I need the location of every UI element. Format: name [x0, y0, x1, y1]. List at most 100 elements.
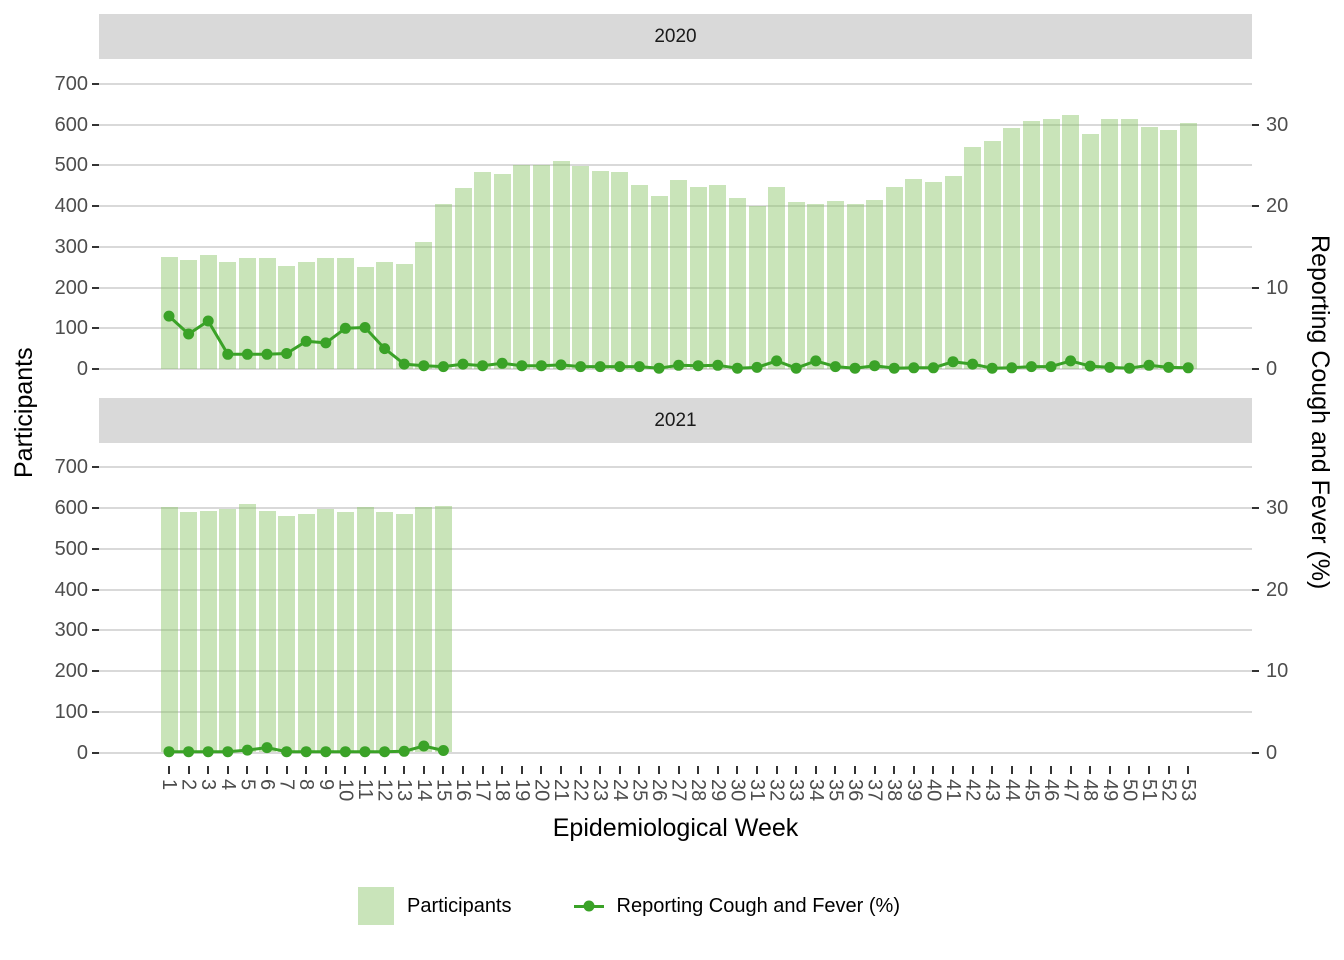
line-point-week-14: [418, 360, 430, 372]
y-axis-tick-left: [92, 286, 99, 289]
participants-bar-week-52: [1160, 129, 1178, 369]
line-point-week-33: [790, 362, 802, 374]
x-axis-tick: [1030, 766, 1033, 774]
x-axis-tick: [795, 766, 798, 774]
participants-bar-week-25: [630, 184, 648, 369]
participants-bar-week-27: [670, 179, 688, 369]
x-axis-label-week-21: 21: [550, 779, 572, 802]
x-axis-label-week-38: 38: [883, 779, 906, 802]
line-point-week-5: [241, 744, 253, 756]
x-axis-label-week-30: 30: [726, 779, 749, 802]
y-axis-tick-right: [1252, 751, 1259, 754]
participants-bar-week-10: [336, 257, 354, 369]
line-point-week-12: [379, 343, 391, 355]
participants-bar-week-18: [493, 174, 511, 369]
x-axis-tick: [814, 766, 817, 774]
x-axis-label-week-47: 47: [1059, 779, 1082, 802]
line-point-week-15: [437, 361, 449, 373]
x-axis-label-week-41: 41: [942, 779, 964, 802]
x-axis-label-week-34: 34: [804, 779, 827, 802]
x-axis-label-week-39: 39: [902, 779, 925, 802]
line-point-week-9: [320, 746, 332, 758]
line-point-week-40: [927, 362, 939, 374]
line-point-week-13: [398, 358, 410, 370]
y-axis-tick-left: [92, 327, 99, 330]
participants-bar-week-9: [317, 508, 335, 753]
legend-swatch-participants: [358, 887, 394, 925]
line-point-week-22: [575, 361, 587, 373]
gridline-y0: [99, 751, 1252, 754]
line-point-week-36: [849, 362, 861, 374]
x-axis-tick: [1069, 766, 1072, 774]
line-point-week-8: [300, 335, 312, 347]
x-axis-label-week-45: 45: [1020, 779, 1043, 802]
line-point-week-38: [888, 362, 900, 374]
x-axis-tick: [716, 766, 719, 774]
line-point-week-3: [202, 746, 214, 758]
x-axis-tick: [1128, 766, 1131, 774]
y-axis-tick-left: [92, 245, 99, 248]
participants-bar-week-20: [532, 164, 550, 369]
line-point-week-19: [516, 360, 528, 372]
x-axis-label-week-32: 32: [765, 779, 788, 802]
x-axis-label-week-2: 2: [177, 779, 200, 791]
participants-bar-week-22: [572, 165, 590, 369]
participants-bar-week-51: [1140, 126, 1158, 369]
line-point-week-26: [653, 362, 665, 374]
x-axis-label-week-44: 44: [1000, 779, 1023, 802]
x-axis-label-week-19: 19: [510, 779, 533, 802]
participants-bar-week-34: [807, 204, 825, 369]
line-point-week-16: [457, 358, 469, 370]
participants-bar-week-5: [238, 257, 256, 369]
x-axis-label-week-28: 28: [687, 779, 710, 802]
gridline-y600: [99, 507, 1252, 510]
participants-bar-week-15: [434, 204, 452, 369]
participants-bar-week-50: [1120, 119, 1138, 369]
x-axis-label-week-13: 13: [393, 779, 416, 802]
x-axis-tick: [266, 766, 268, 774]
participants-bar-week-3: [199, 254, 217, 369]
facet-strip-label-2021: 2021: [654, 409, 697, 431]
line-point-week-11: [359, 322, 371, 333]
participants-bar-week-30: [728, 197, 746, 369]
legend: Participants Reporting Cough and Fever (…: [358, 884, 900, 928]
x-axis-label-week-52: 52: [1157, 779, 1180, 802]
x-axis-tick: [893, 766, 896, 774]
line-point-week-21: [555, 359, 567, 371]
y-axis-label-right: 0: [1266, 741, 1278, 764]
y-axis-tick-left: [92, 82, 99, 85]
x-axis-label-week-14: 14: [412, 779, 435, 802]
facet-strip-2020: 2020: [99, 14, 1252, 59]
y-axis-tick-left: [92, 507, 99, 510]
participants-bar-week-38: [885, 187, 903, 369]
participants-bar-week-28: [689, 186, 707, 369]
gridline-y500: [99, 547, 1252, 550]
x-axis-label-week-51: 51: [1138, 779, 1160, 802]
x-axis-label-week-4: 4: [216, 779, 239, 791]
participants-bar-week-7: [278, 515, 296, 753]
participants-bar-week-12: [376, 512, 394, 753]
x-axis-tick: [501, 766, 504, 774]
x-axis-label-week-31: 31: [746, 779, 768, 802]
participants-bar-week-1: [160, 506, 178, 753]
participants-bar-week-13: [395, 514, 413, 753]
x-axis-label-week-29: 29: [706, 779, 729, 802]
x-axis-label-week-3: 3: [197, 779, 220, 791]
y-axis-label-left: 400: [54, 195, 88, 218]
x-axis-tick: [638, 766, 641, 774]
x-axis-tick: [422, 766, 425, 774]
y-axis-tick-left: [92, 588, 99, 591]
x-axis-label-week-20: 20: [530, 779, 553, 802]
x-axis-tick: [834, 766, 837, 774]
participants-bar-week-53: [1179, 122, 1197, 369]
participants-bar-week-4: [219, 262, 237, 369]
legend-label-cough-fever: Reporting Cough and Fever (%): [616, 894, 900, 917]
x-axis-tick: [579, 766, 582, 774]
x-axis-tick: [952, 766, 954, 774]
x-axis-tick: [246, 766, 249, 774]
gridline-y700: [99, 82, 1252, 85]
facet-panel-2021: [99, 443, 1252, 766]
x-axis-label-week-15: 15: [432, 779, 455, 802]
x-axis-tick: [1108, 766, 1111, 774]
gridline-y400: [99, 588, 1252, 591]
